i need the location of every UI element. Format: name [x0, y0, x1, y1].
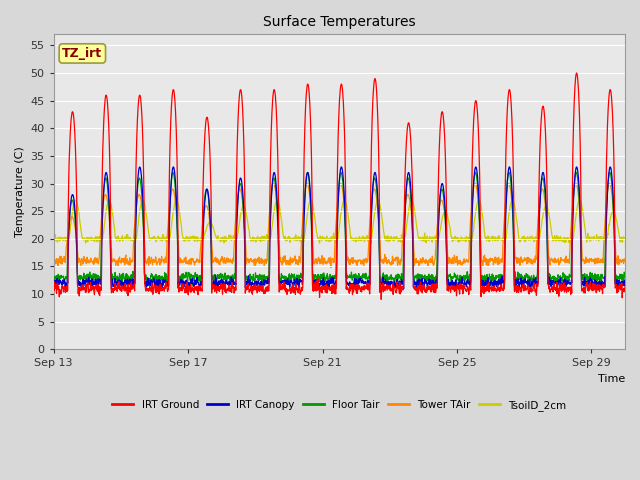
Y-axis label: Temperature (C): Temperature (C) [15, 146, 25, 237]
Title: Surface Temperatures: Surface Temperatures [263, 15, 415, 29]
Legend: IRT Ground, IRT Canopy, Floor Tair, Tower TAir, TsoilD_2cm: IRT Ground, IRT Canopy, Floor Tair, Towe… [108, 396, 570, 415]
Text: TZ_irt: TZ_irt [62, 47, 102, 60]
X-axis label: Time: Time [598, 374, 625, 384]
